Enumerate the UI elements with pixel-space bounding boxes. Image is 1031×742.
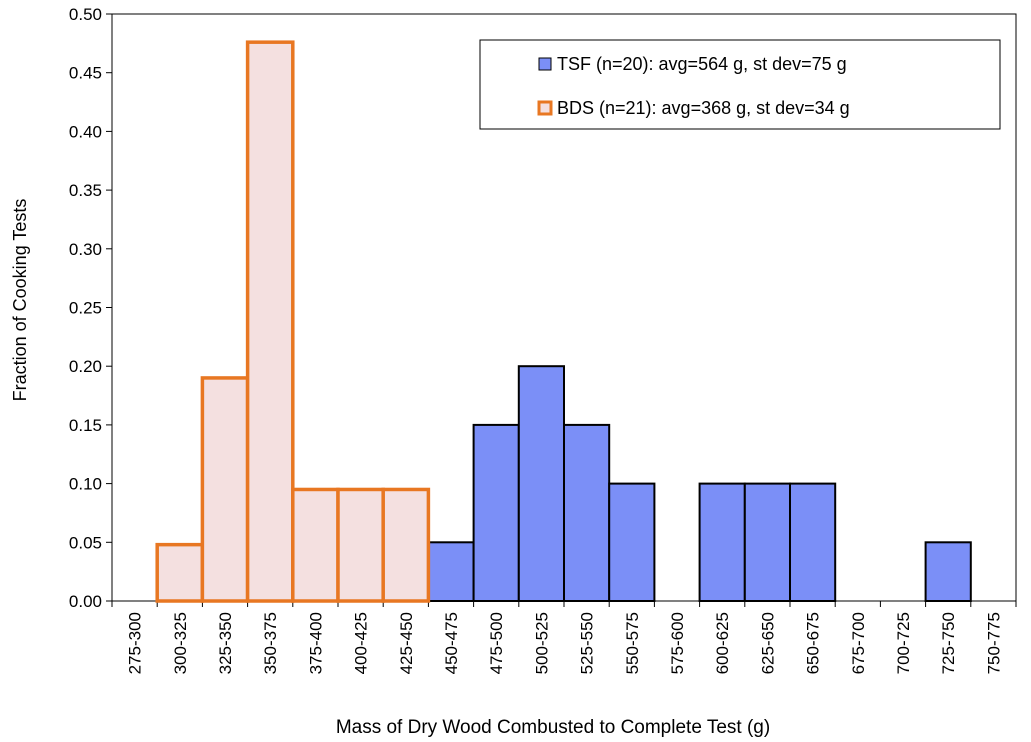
bar xyxy=(245,40,295,603)
y-tick-label: 0.50 xyxy=(69,5,102,24)
bar xyxy=(472,423,520,602)
x-tick-label: 575-600 xyxy=(668,612,687,674)
bar xyxy=(517,365,565,603)
x-tick-label: 550-575 xyxy=(623,612,642,674)
x-tick-label: 375-400 xyxy=(306,612,325,674)
y-tick-label: 0.30 xyxy=(69,240,102,259)
bar xyxy=(698,482,746,603)
y-tick-label: 0.45 xyxy=(69,64,102,83)
x-tick-label: 525-550 xyxy=(578,612,597,674)
x-tick-label: 350-375 xyxy=(261,612,280,674)
x-tick-label: 650-675 xyxy=(804,612,823,674)
bar xyxy=(155,542,205,603)
x-tick-label: 450-475 xyxy=(442,612,461,674)
y-axis: 0.00 0.05 0.10 0.15 0.20 0.25 0.30 0.35 0.40 0.45… xyxy=(69,5,112,611)
legend-label-bds: BDS (n=21): avg=368 g, st dev=34 g xyxy=(557,98,850,118)
bds-series xyxy=(155,40,431,603)
x-tick-label: 475-500 xyxy=(487,612,506,674)
y-tick-label: 0.00 xyxy=(69,592,102,611)
y-tick-label: 0.25 xyxy=(69,299,102,318)
y-tick-label: 0.20 xyxy=(69,357,102,376)
y-tick-label: 0.40 xyxy=(69,122,102,141)
x-tick-label: 625-650 xyxy=(758,612,777,674)
y-axis-title: Fraction of Cooking Tests xyxy=(10,199,30,402)
x-tick-label: 675-700 xyxy=(849,612,868,674)
legend-label-tsf: TSF (n=20): avg=564 g, st dev=75 g xyxy=(557,54,847,74)
bar xyxy=(291,487,340,603)
y-tick-label: 0.35 xyxy=(69,181,102,200)
x-tick-label: 600-625 xyxy=(713,612,732,674)
bar xyxy=(381,487,431,603)
x-tick-label: 400-425 xyxy=(352,612,371,674)
bar xyxy=(789,482,837,603)
x-tick-label: 325-350 xyxy=(216,612,235,674)
bar xyxy=(200,376,250,603)
bar xyxy=(608,482,656,603)
legend-swatch-tsf xyxy=(538,57,552,71)
x-tick-label: 300-325 xyxy=(171,612,190,674)
y-tick-label: 0.10 xyxy=(69,475,102,494)
legend-swatch-bds xyxy=(537,100,553,116)
x-tick-label: 425-450 xyxy=(397,612,416,674)
legend: TSF (n=20): avg=564 g, st dev=75 g BDS (… xyxy=(479,39,1001,130)
tsf-series xyxy=(427,365,972,603)
y-tick-label: 0.05 xyxy=(69,533,102,552)
bar xyxy=(743,482,791,603)
x-tick-label: 700-725 xyxy=(894,612,913,674)
x-tick-label: 500-525 xyxy=(532,612,551,674)
bar xyxy=(336,487,385,603)
bar xyxy=(924,541,972,602)
x-axis: 275-300 300-325 325-350 350-375 375-400 400-4… xyxy=(111,601,1017,674)
legend-box xyxy=(479,39,1001,130)
bar xyxy=(563,423,611,602)
x-tick-label: 275-300 xyxy=(126,612,145,674)
bar xyxy=(427,541,475,602)
x-tick-label: 750-775 xyxy=(984,612,1003,674)
x-tick-label: 725-750 xyxy=(939,612,958,674)
x-axis-title: Mass of Dry Wood Combusted to Complete T… xyxy=(336,717,770,738)
y-tick-label: 0.15 xyxy=(69,416,102,435)
